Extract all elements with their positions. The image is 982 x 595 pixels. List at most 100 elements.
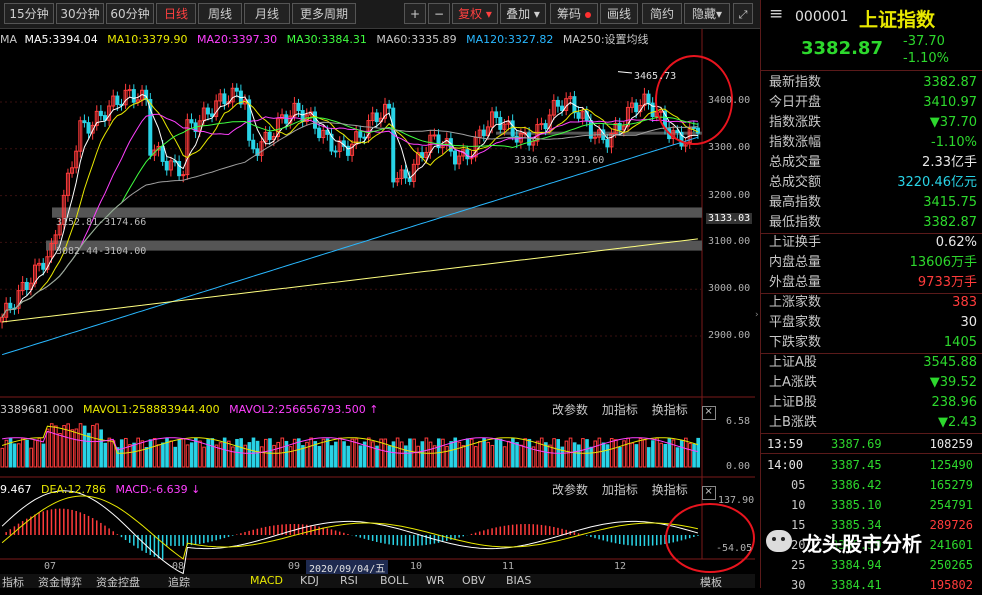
kline-chart-area[interactable]: MA MA5:3394.04 MA10:3379.90 MA20:3397.30… [0,29,755,588]
volume-bar [86,432,91,468]
ma5-value: MA5:3394.04 [24,33,98,46]
candle-body [78,120,83,152]
candle-body [82,120,87,124]
quote-row-label: 上涨家数 [769,295,822,310]
period-day-button[interactable]: 日线 [156,3,196,24]
candle-body [502,123,507,130]
draw-line-button[interactable]: 画线 [600,3,638,24]
tab-template[interactable]: 模板 [700,576,722,588]
candle-body [164,160,169,171]
volume-bar [74,428,79,468]
close-icon[interactable]: × [701,406,716,420]
volume-bar [12,443,17,468]
candle-body [156,145,161,151]
volume-bar [515,442,519,468]
candle-body [485,126,490,137]
candle-body [168,160,173,171]
quote-row: 今日开盘 3410.97 [769,93,977,113]
volume-bar [25,439,29,468]
mavol2-line [2,430,699,454]
gap-band [46,240,702,251]
candle-body [20,281,25,292]
tick-time: 30 [791,578,806,592]
candle-body [576,112,581,119]
volume-bar [614,439,618,468]
volume-tick: 6.58 [726,416,751,427]
collapse-panel-icon[interactable]: › [755,310,759,320]
tab-indicator[interactable]: 指标 [2,576,24,588]
tab-macd[interactable]: MACD [250,574,283,587]
close-icon[interactable]: × [701,486,716,500]
volume-bar [350,438,355,468]
volume-bar [115,447,120,468]
watermark-text: 龙头股市分析 [802,532,922,556]
hide-label: 隐藏 [691,7,716,21]
zoom-in-button[interactable]: + [404,3,426,24]
candle-body [333,150,338,153]
add-indicator-button[interactable]: 加指标 [601,483,638,497]
overlay-button[interactable]: 叠加 ▾ [500,3,546,24]
tab-obv[interactable]: OBV [462,574,486,587]
volume-bar [490,444,495,468]
quote-row-value: 3382.87 [923,215,977,230]
period-month-button[interactable]: 月线 [244,3,290,24]
ma250-value[interactable]: MA250:设置均线 [562,33,649,46]
add-indicator-button[interactable]: 加指标 [601,403,638,417]
more-periods-button[interactable]: 更多周期 [292,3,356,24]
candle-body [560,105,565,112]
tab-rsi[interactable]: RSI [340,574,358,587]
tab-fund-game[interactable]: 资金博弈 [38,576,82,588]
tab-bias[interactable]: BIAS [506,574,532,587]
volume-bar [346,445,351,468]
chouma-button[interactable]: 筹码 [550,3,598,24]
current-price: 3382.87 [801,38,883,59]
volume-bar [206,439,211,468]
tab-kdj[interactable]: KDJ [300,574,319,587]
zoom-out-button[interactable]: − [428,3,450,24]
period-30min-button[interactable]: 30分钟 [56,3,104,24]
volume-bar [103,442,108,468]
candle-body [374,112,379,123]
kline-chart[interactable] [0,29,755,574]
candle-body [247,99,252,141]
candle-body [148,99,153,156]
volume-bar [189,442,194,468]
overlay-label: 叠加 [506,7,531,21]
quote-row: 最新指数 3382.87 [769,73,977,93]
quote-row-value: 2.33亿手 [922,155,977,170]
x-tick: 12 [614,561,627,572]
change-indicator-button[interactable]: 换指标 [651,483,688,497]
volume-bar [626,437,630,468]
candle-body [127,89,132,92]
tab-wr[interactable]: WR [426,574,445,587]
candle-body [189,119,194,124]
period-60min-button[interactable]: 60分钟 [106,3,154,24]
tab-boll[interactable]: BOLL [380,574,409,587]
volume-bar [465,438,470,468]
volume-bar [16,443,21,468]
tick-time: 25 [791,558,806,572]
candle-body [650,102,655,118]
edit-params-button[interactable]: 改参数 [552,483,589,497]
period-week-button[interactable]: 周线 [198,3,242,24]
tab-fund-control[interactable]: 资金控盘 [96,576,140,588]
quote-row: 上涨家数 383 [769,293,977,313]
market-menu-icon[interactable]: ≡ [769,4,784,24]
change-indicator-button[interactable]: 换指标 [651,403,688,417]
tab-tracking[interactable]: 追踪 [168,576,190,588]
fuquan-button[interactable]: 复权 ▾ [452,3,498,24]
vol-value: 3389681.000 [0,403,74,416]
macd-value: MACD:-6.639 [115,483,188,496]
volume-bar [296,438,301,468]
quote-row-label: 指数涨幅 [769,135,822,150]
x-tick: 08 [172,561,185,572]
simple-mode-button[interactable]: 简约 [642,3,682,24]
hide-button[interactable]: 隐藏▾ [684,3,730,24]
down-arrow-icon: ↓ [191,483,201,496]
volume-bar [185,444,190,468]
volume-bar [91,424,95,468]
period-15min-button[interactable]: 15分钟 [4,3,54,24]
edit-params-button[interactable]: 改参数 [552,403,589,417]
candle-body [70,167,75,174]
fullscreen-icon[interactable]: ⤢ [733,3,753,24]
